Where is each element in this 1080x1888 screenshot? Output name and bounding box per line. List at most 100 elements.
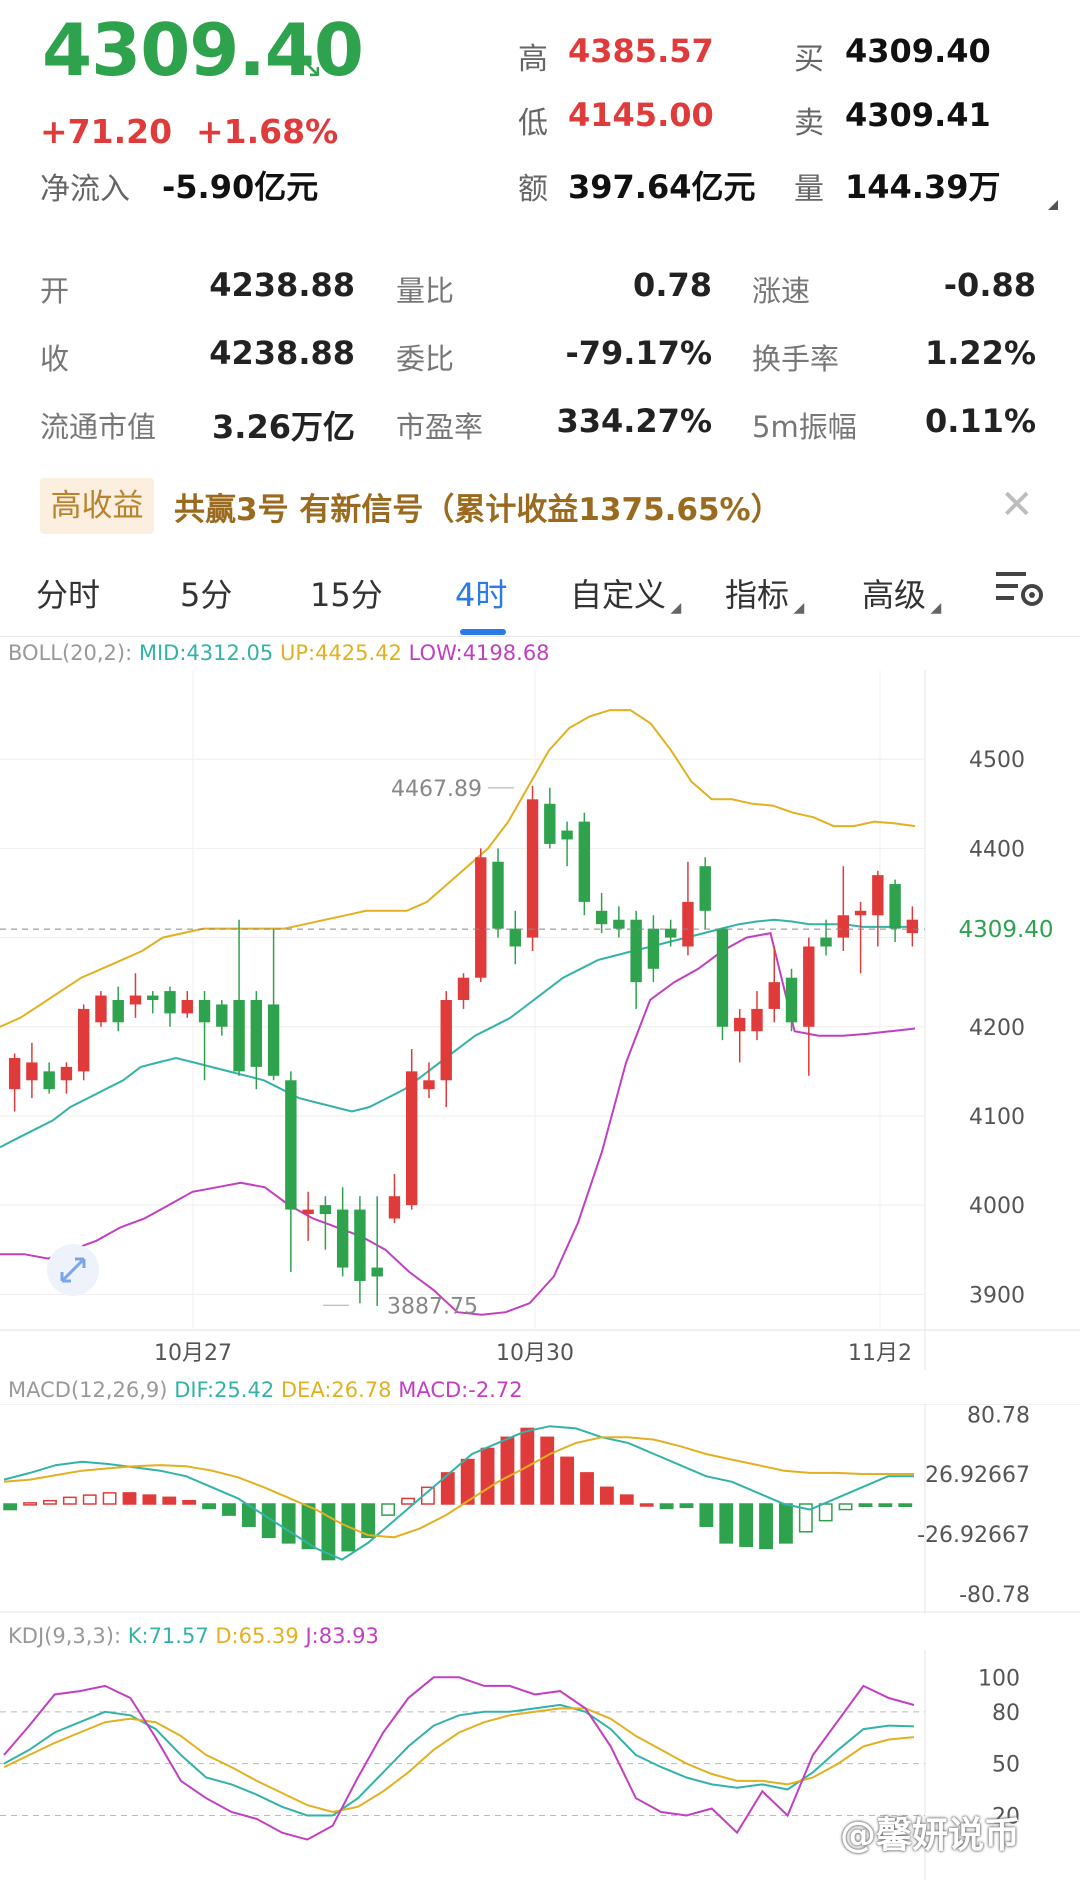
macd-bar: [460, 1458, 475, 1505]
candle: [544, 803, 556, 844]
kdj-chart[interactable]: 100 80 50 20: [0, 1650, 1080, 1880]
watermark: @馨妍说币: [840, 1815, 1021, 1856]
boll-legend: BOLL(20,2): MID:4312.05 UP:4425.42 LOW:4…: [8, 641, 550, 665]
tab-6[interactable]: 高级 ◢: [862, 570, 941, 616]
kdj-j: J:83.93: [305, 1624, 379, 1648]
tab-0[interactable]: 分时: [36, 570, 100, 616]
current-price-tag-bg: [940, 911, 1072, 948]
stat-label: 换手率: [752, 342, 840, 376]
price-down-arrow-icon: ↘: [298, 50, 324, 85]
macd-bar: [759, 1503, 773, 1550]
macd-bar: [122, 1492, 137, 1505]
expand-chart-icon[interactable]: [47, 1244, 99, 1296]
macd-bar: [23, 1502, 37, 1506]
expand-corner-icon[interactable]: [1048, 200, 1058, 210]
macd-bar: [202, 1503, 216, 1510]
signal-tag[interactable]: 高收益: [40, 478, 154, 534]
kdj-k-line: [3, 1703, 915, 1817]
price-change: +71.20: [40, 112, 173, 151]
stat-label: 开: [40, 274, 70, 308]
caret-down-icon: ◢: [926, 600, 942, 616]
candle: [734, 1017, 746, 1032]
tab-4[interactable]: 自定义 ◢: [570, 570, 681, 616]
candlestick-chart[interactable]: 450044004300420041004000390010月2710月3011…: [0, 670, 1080, 1370]
y-tick-label: 20: [992, 1804, 1020, 1829]
candle: [181, 1000, 193, 1014]
macd-chart[interactable]: 80.78 26.92667 -26.92667 -80.78: [0, 1404, 1080, 1614]
tab-label: 4时: [455, 576, 508, 614]
candle: [95, 995, 107, 1023]
tab-2[interactable]: 15分: [310, 570, 383, 616]
candle: [77, 1008, 90, 1072]
macd-bar: [241, 1503, 256, 1527]
kdj-name: KDJ(9,3,3):: [8, 1624, 122, 1648]
candle: [457, 977, 470, 1000]
signal-banner-text[interactable]: 共赢3号 有新信号（累计收益1375.65%）: [174, 492, 782, 528]
candle: [785, 977, 798, 1023]
stat-value: 0.11%: [924, 402, 1036, 440]
volume-value: 144.39万: [845, 168, 1001, 206]
macd-bar: [560, 1456, 575, 1505]
candle: [8, 1057, 21, 1090]
expand-icon-arrows: [60, 1257, 86, 1283]
candle: [682, 901, 694, 947]
macd-bar: [838, 1503, 853, 1511]
macd-bar: [500, 1436, 515, 1505]
chart-settings-icon[interactable]: [994, 568, 1046, 610]
macd-bar: [580, 1472, 594, 1505]
macd-bar: [281, 1503, 296, 1544]
tab-1[interactable]: 5分: [180, 570, 232, 616]
macd-bar: [858, 1503, 873, 1507]
boll-low-line: [0, 931, 916, 1316]
candle: [129, 995, 142, 1005]
kdj-d-line: [3, 1707, 915, 1814]
macd-dif: DIF:25.42: [174, 1378, 275, 1402]
y-tick-label: 100: [978, 1666, 1020, 1691]
candle: [820, 937, 832, 947]
tab-3[interactable]: 4时: [455, 570, 507, 616]
candle: [336, 1209, 349, 1268]
macd-bar: [401, 1497, 415, 1505]
y-tick-label: 50: [992, 1753, 1020, 1778]
macd-bar: [62, 1496, 77, 1505]
stat-value: 1.22%: [924, 334, 1036, 372]
candle: [906, 919, 919, 934]
candle: [475, 857, 487, 978]
candle: [285, 1080, 297, 1210]
stat-label: 市盈率: [396, 410, 484, 444]
candle: [854, 910, 867, 916]
tab-label: 15分: [310, 576, 383, 614]
macd-bar: [3, 1503, 18, 1511]
macd-bar: [540, 1436, 555, 1505]
candle: [630, 919, 642, 983]
y-tick-label: 3900: [969, 1283, 1025, 1308]
candle: [768, 982, 780, 1009]
tab-5[interactable]: 指标 ◢: [725, 570, 804, 616]
stat-value: 0.78: [633, 266, 712, 304]
buy-value: 4309.40: [845, 32, 991, 70]
amount-label: 额: [518, 172, 548, 207]
candle: [147, 995, 159, 1000]
macd-bar: [679, 1503, 694, 1509]
macd-bar: [142, 1494, 157, 1505]
y-tick-label: 4200: [969, 1016, 1025, 1041]
y-tick-label: 4000: [969, 1194, 1025, 1219]
candle: [526, 799, 539, 938]
close-icon[interactable]: ✕: [1000, 482, 1034, 528]
tab-label: 5分: [180, 576, 233, 614]
y-tick-label: 4500: [969, 748, 1025, 773]
macd-bar: [898, 1503, 913, 1507]
macd-bar: [619, 1494, 634, 1505]
buy-label: 买: [794, 42, 824, 77]
stat-value: -0.88: [943, 266, 1036, 304]
macd-bar: [261, 1503, 276, 1539]
macd-bar: [639, 1503, 654, 1507]
macd-bar: [878, 1503, 893, 1507]
high-value: 4385.57: [568, 32, 714, 70]
macd-bar: [82, 1494, 97, 1505]
candle: [595, 910, 608, 925]
macd-bar: [659, 1503, 674, 1510]
caret-down-icon: ◢: [666, 600, 682, 616]
macd-bar: [699, 1503, 714, 1527]
macd-bar: [182, 1499, 197, 1505]
